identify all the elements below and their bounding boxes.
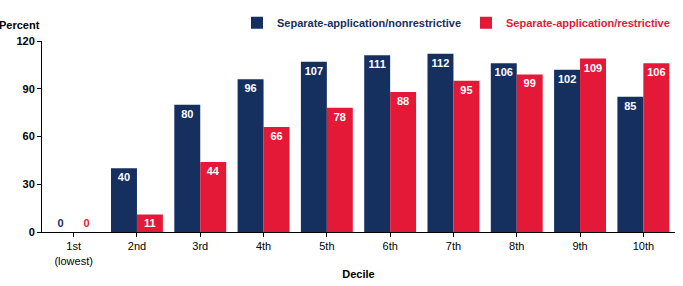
svg-text:30: 30 bbox=[23, 178, 35, 190]
svg-text:111: 111 bbox=[369, 58, 386, 70]
svg-text:80: 80 bbox=[181, 108, 193, 120]
svg-text:112: 112 bbox=[432, 57, 450, 69]
svg-text:10th: 10th bbox=[633, 240, 654, 252]
svg-text:120: 120 bbox=[16, 35, 34, 47]
svg-text:Separate-application/restricti: Separate-application/restrictive bbox=[506, 17, 670, 29]
svg-text:1st(lowest): 1st(lowest) bbox=[54, 240, 93, 266]
svg-text:0: 0 bbox=[84, 217, 90, 229]
svg-text:4th: 4th bbox=[256, 240, 271, 252]
svg-text:Separate-application/nonrestri: Separate-application/nonrestrictive bbox=[277, 17, 461, 29]
svg-text:11: 11 bbox=[144, 217, 156, 229]
svg-text:6th: 6th bbox=[383, 240, 398, 252]
svg-text:7th: 7th bbox=[446, 240, 461, 252]
svg-text:60: 60 bbox=[23, 130, 35, 142]
svg-text:106: 106 bbox=[647, 66, 665, 78]
svg-text:85: 85 bbox=[624, 100, 636, 112]
svg-text:0: 0 bbox=[58, 217, 64, 229]
svg-text:99: 99 bbox=[524, 77, 536, 89]
svg-text:5th: 5th bbox=[319, 240, 334, 252]
svg-text:96: 96 bbox=[244, 82, 256, 94]
svg-text:90: 90 bbox=[23, 83, 35, 95]
svg-text:106: 106 bbox=[495, 66, 513, 78]
svg-text:8th: 8th bbox=[509, 240, 524, 252]
svg-text:40: 40 bbox=[118, 171, 130, 183]
svg-text:109: 109 bbox=[584, 62, 602, 74]
svg-text:9th: 9th bbox=[572, 240, 587, 252]
svg-text:0: 0 bbox=[29, 226, 35, 238]
svg-text:2nd: 2nd bbox=[128, 240, 146, 252]
svg-text:3rd: 3rd bbox=[192, 240, 208, 252]
svg-text:95: 95 bbox=[460, 84, 472, 96]
svg-text:44: 44 bbox=[207, 165, 220, 177]
svg-text:78: 78 bbox=[334, 111, 346, 123]
svg-text:88: 88 bbox=[397, 95, 409, 107]
svg-text:Percent: Percent bbox=[0, 19, 40, 31]
svg-text:107: 107 bbox=[305, 65, 323, 77]
svg-text:66: 66 bbox=[270, 130, 282, 142]
svg-text:102: 102 bbox=[558, 73, 576, 85]
svg-text:Decile: Decile bbox=[342, 268, 374, 280]
